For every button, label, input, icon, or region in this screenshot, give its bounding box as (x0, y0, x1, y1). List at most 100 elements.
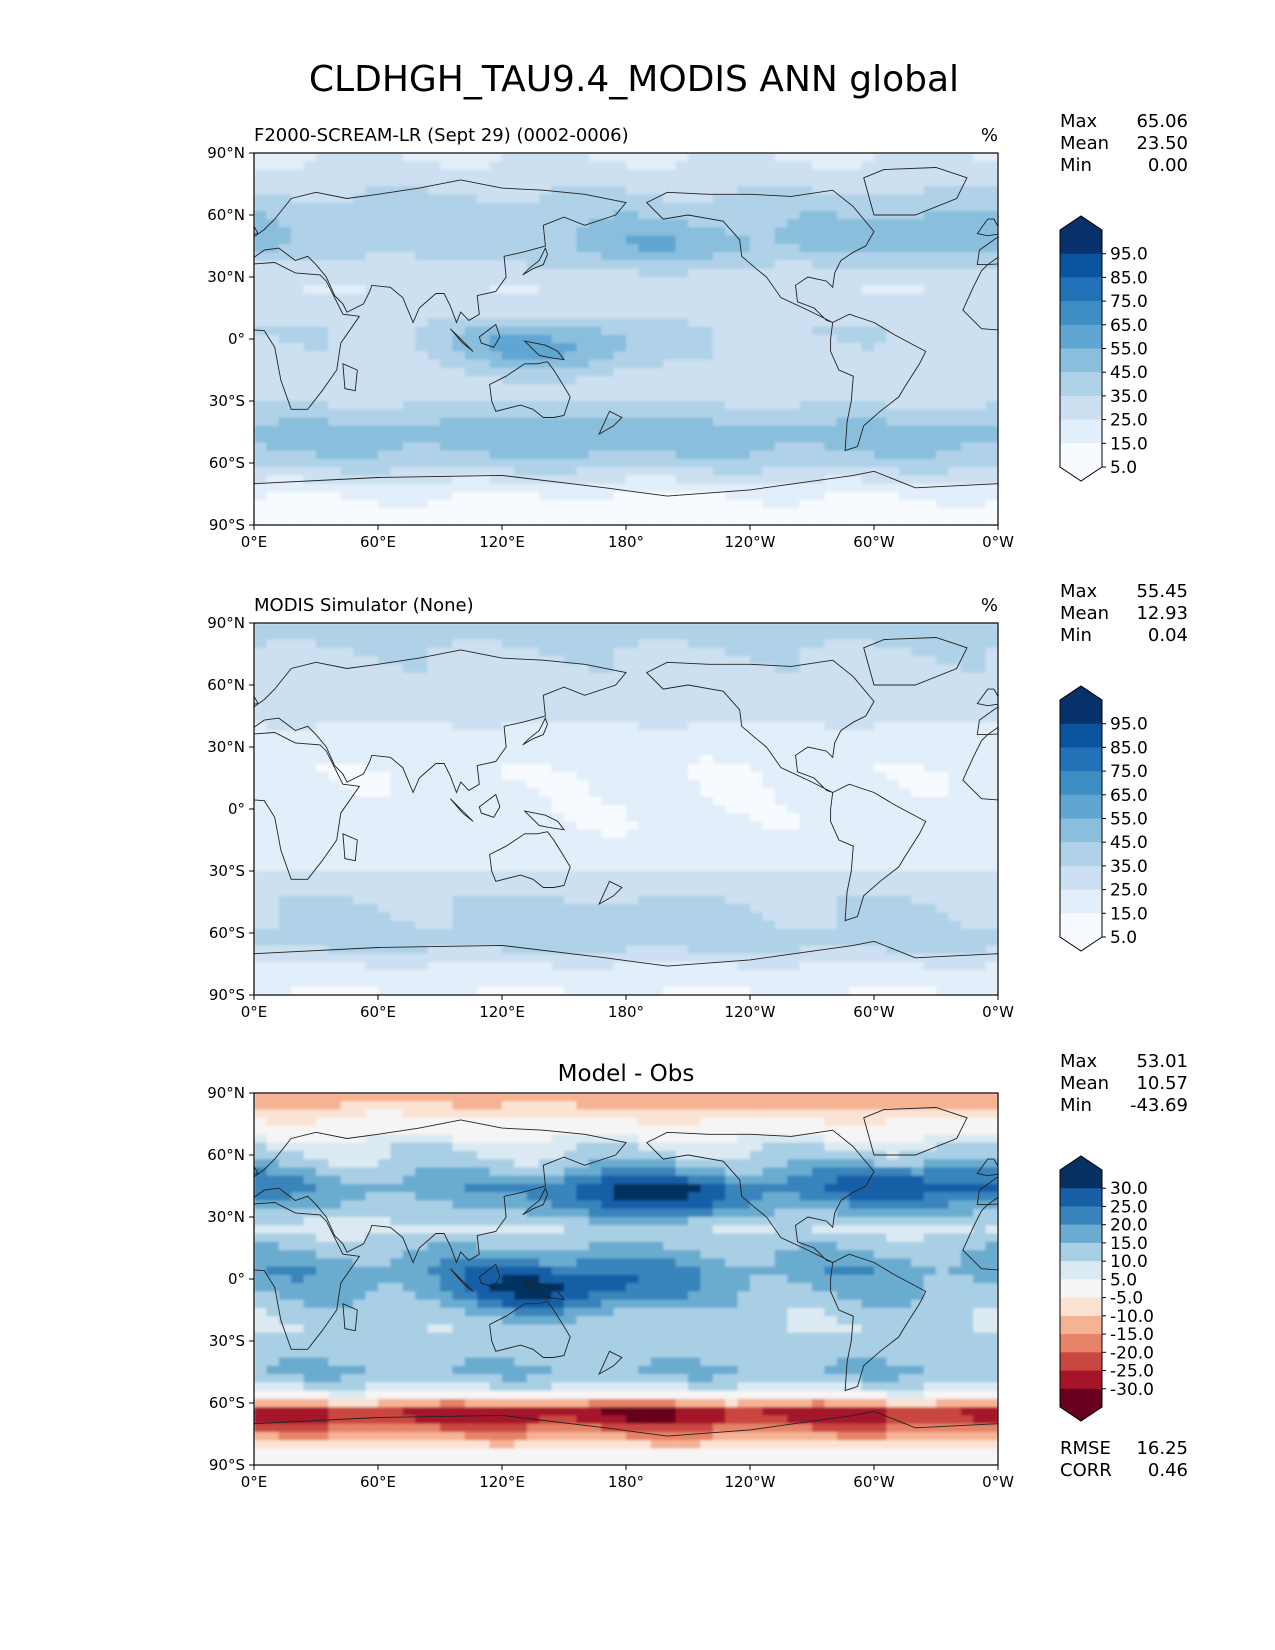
contour-cell (638, 854, 652, 864)
contour-cell (812, 310, 825, 319)
contour-cell (787, 796, 801, 806)
contour-cell (291, 425, 305, 435)
contour-cell (960, 516, 974, 525)
contour-cell (601, 252, 615, 262)
contour-cell (489, 722, 503, 732)
contour-cell (812, 318, 825, 328)
contour-cell (799, 194, 813, 204)
colorbar-segment (1060, 443, 1102, 468)
contour-cell (787, 697, 801, 707)
contour-cell (390, 194, 404, 204)
contour-cell (626, 409, 639, 419)
contour-cell (328, 829, 342, 839)
contour-cell (576, 293, 590, 303)
contour-cell (936, 879, 949, 889)
contour-cell (613, 293, 627, 303)
contour-cell (353, 260, 367, 270)
contour-cell (278, 623, 292, 632)
contour-cell (799, 755, 813, 765)
contour-cell (539, 409, 553, 419)
contour-cell (849, 722, 863, 732)
contour-cell (278, 895, 292, 905)
contour-cell (861, 235, 875, 245)
contour-cell (960, 194, 974, 204)
contour-cell (836, 895, 850, 905)
contour-cell (898, 895, 912, 905)
contour-cell (774, 680, 788, 690)
contour-cell (911, 829, 925, 839)
contour-cell (539, 730, 553, 740)
contour-cell (712, 252, 726, 262)
contour-cell (712, 837, 726, 847)
contour-cell (948, 788, 962, 798)
contour-cell (626, 871, 639, 880)
contour-cell (514, 475, 528, 485)
contour-cell (675, 285, 689, 295)
contour-cell (254, 755, 267, 765)
contour-cell (973, 697, 987, 707)
contour-cell (874, 516, 887, 525)
contour-cell (712, 285, 726, 295)
contour-cell (514, 186, 528, 195)
contour-cell (675, 672, 689, 682)
contour-cell (365, 392, 379, 402)
contour-cell (874, 417, 887, 427)
contour-cell (836, 252, 850, 262)
contour-cell (663, 821, 677, 831)
contour-cell (874, 318, 887, 328)
contour-cell (849, 656, 863, 665)
contour-cell (911, 500, 925, 510)
contour-cell (254, 219, 267, 228)
contour-cell (725, 656, 739, 665)
contour-cell (588, 920, 602, 930)
contour-cell (316, 293, 329, 303)
contour-cell (378, 813, 391, 822)
contour-cell (365, 161, 379, 171)
contour-cell (886, 351, 900, 361)
contour-cell (340, 417, 354, 427)
contour-cell (613, 367, 627, 377)
contour-cell (514, 177, 528, 187)
contour-cell (613, 887, 627, 897)
contour-cell (316, 854, 329, 864)
contour-cell (440, 912, 453, 922)
contour-cell (415, 796, 429, 806)
contour-cell (303, 392, 317, 402)
contour-cell (638, 491, 652, 501)
contour-cell (254, 912, 267, 922)
contour-cell (365, 771, 379, 781)
contour-cell (514, 631, 528, 641)
contour-cell (898, 359, 912, 369)
contour-cell (316, 895, 329, 905)
contour-cell (936, 343, 949, 352)
contour-cell (812, 392, 825, 402)
contour-cell (291, 763, 305, 773)
contour-cell (861, 227, 875, 237)
contour-cell (663, 409, 677, 419)
contour-cell (948, 285, 962, 295)
contour-cell (663, 672, 677, 682)
contour-cell (663, 458, 677, 468)
contour-cell (316, 235, 329, 245)
contour-cell (861, 194, 875, 204)
contour-cell (787, 210, 801, 220)
contour-cell (849, 516, 863, 525)
contour-cell (440, 260, 453, 270)
contour-cell (303, 804, 317, 814)
contour-cell (762, 846, 776, 856)
contour-cell (626, 895, 639, 905)
contour-cell (936, 713, 949, 723)
colorbar-label: 5.0 (1110, 458, 1137, 478)
contour-cell (812, 680, 825, 690)
contour-cell (278, 243, 292, 253)
contour-cell (774, 425, 788, 435)
contour-cell (663, 722, 677, 732)
contour-cell (415, 425, 429, 435)
contour-cell (551, 920, 565, 930)
contour-cell (948, 260, 962, 270)
contour-cell (874, 194, 887, 204)
contour-cell (477, 920, 491, 930)
contour-cell (328, 268, 342, 278)
contour-cell (626, 326, 639, 336)
contour-cell (886, 384, 900, 394)
